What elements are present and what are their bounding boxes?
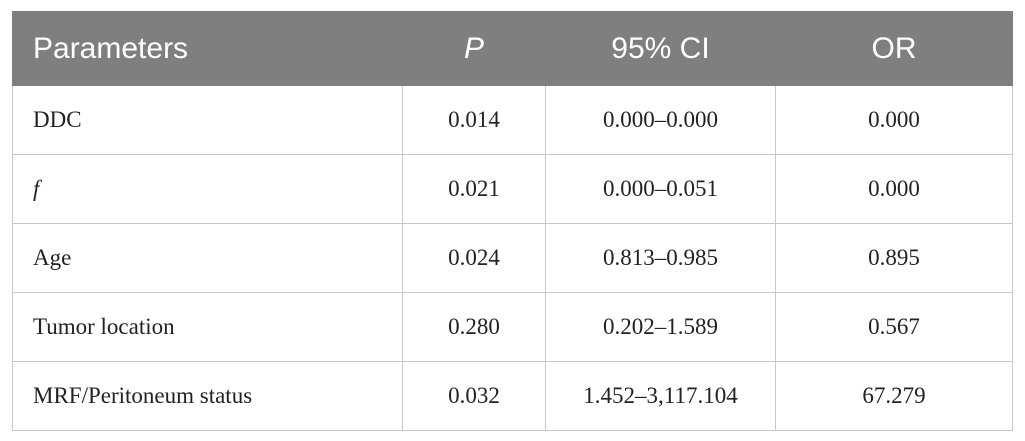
header-cell: 95% CI xyxy=(545,11,776,86)
header-cell: P xyxy=(402,11,546,86)
table-cell: 0.000 xyxy=(775,154,1013,224)
header-cell: OR xyxy=(775,11,1013,86)
table-row: f 0.021 0.000–0.051 0.000 xyxy=(12,154,1013,224)
table-cell: 0.014 xyxy=(402,85,546,155)
table-row: MRF/Peritoneum status 0.032 1.452–3,117.10… xyxy=(12,361,1013,431)
table-cell: 0.021 xyxy=(402,154,546,224)
table-row: DDC 0.014 0.000–0.000 0.000 xyxy=(12,85,1013,155)
table-body: DDC 0.014 0.000–0.000 0.000 f 0.021 0.000–0.05… xyxy=(12,85,1013,431)
table-row: Tumor location 0.280 0.202–1.589 0.567 xyxy=(12,292,1013,362)
table-cell: DDC xyxy=(12,85,403,155)
table-cell: 67.279 xyxy=(775,361,1013,431)
table-cell: 0.813–0.985 xyxy=(545,223,776,293)
table-cell: 0.032 xyxy=(402,361,546,431)
header-row: Parameters P 95% CI OR xyxy=(12,11,1013,86)
header-cell: Parameters xyxy=(12,11,403,86)
table-row: Age 0.024 0.813–0.985 0.895 xyxy=(12,223,1013,293)
table-cell: 0.000 xyxy=(775,85,1013,155)
table-cell: Age xyxy=(12,223,403,293)
table-cell: 0.567 xyxy=(775,292,1013,362)
table-cell: 1.452–3,117.104 xyxy=(545,361,776,431)
table-cell: 0.024 xyxy=(402,223,546,293)
table-cell: 0.000–0.051 xyxy=(545,154,776,224)
table-cell: 0.202–1.589 xyxy=(545,292,776,362)
table-cell: Tumor location xyxy=(12,292,403,362)
results-table: Parameters P 95% CI OR DDC 0.014 0.000–0.0… xyxy=(12,11,1013,431)
table-cell: 0.000–0.000 xyxy=(545,85,776,155)
table-cell: 0.895 xyxy=(775,223,1013,293)
table-cell: MRF/Peritoneum status xyxy=(12,361,403,431)
table-cell: 0.280 xyxy=(402,292,546,362)
table-cell: f xyxy=(12,154,403,224)
